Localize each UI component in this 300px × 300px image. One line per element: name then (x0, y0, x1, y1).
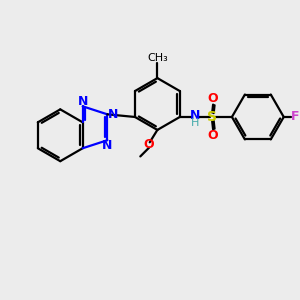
Text: CH₃: CH₃ (147, 53, 168, 63)
Text: N: N (77, 95, 88, 108)
Text: O: O (144, 138, 154, 151)
Text: O: O (208, 129, 218, 142)
Text: N: N (102, 139, 112, 152)
Text: S: S (207, 110, 217, 124)
Text: N: N (190, 109, 200, 122)
Text: H: H (191, 118, 199, 128)
Text: F: F (291, 110, 299, 124)
Text: O: O (208, 92, 218, 105)
Text: N: N (107, 108, 118, 121)
